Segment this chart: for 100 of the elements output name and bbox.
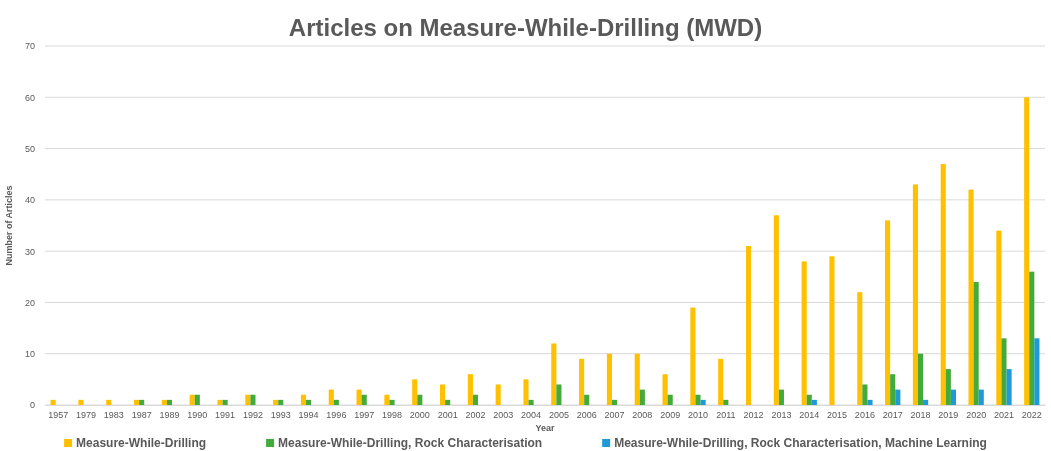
bar (139, 399, 145, 405)
bar (412, 379, 418, 405)
y-tick-label: 50 (24, 143, 35, 154)
x-tick-label: 2018 (910, 410, 931, 421)
legend-label: Measure-While-Drilling, Rock Characterisation, Machine Learning (614, 436, 987, 450)
bar (161, 399, 167, 405)
x-axis-title: Year (535, 423, 555, 433)
bar (300, 394, 307, 405)
bar (523, 379, 529, 405)
x-tick-label: 1957 (48, 410, 69, 421)
x-tick-label: 2005 (548, 410, 569, 421)
bar (945, 369, 951, 405)
x-tick-label: 2019 (938, 410, 959, 421)
x-tick-label: 2012 (743, 410, 764, 421)
bar (194, 394, 200, 405)
bar (1001, 338, 1007, 405)
x-tick-label: 2014 (799, 410, 820, 421)
bar (445, 399, 451, 405)
bar (1034, 338, 1040, 405)
bar (940, 163, 946, 405)
y-tick-label: 60 (24, 92, 35, 103)
x-tick-label: 1992 (242, 410, 263, 421)
x-tick-label: 1987 (131, 410, 152, 421)
x-tick-label: 2009 (660, 410, 681, 421)
bar (250, 394, 256, 405)
bar (1029, 271, 1035, 405)
bar (695, 394, 701, 405)
bar (528, 399, 534, 405)
bar (829, 256, 835, 405)
x-tick-label: 1998 (381, 410, 403, 421)
y-tick-label: 20 (24, 297, 35, 308)
bar (1024, 97, 1030, 405)
x-tick-label: 1983 (103, 410, 124, 421)
bar (166, 399, 173, 405)
x-tick-label: 2022 (1021, 410, 1042, 421)
bar (606, 353, 612, 405)
bar (472, 394, 479, 405)
bar (867, 399, 873, 405)
x-tick-label: 1989 (159, 410, 180, 421)
bar (700, 399, 706, 405)
bar (973, 281, 979, 405)
bar (273, 399, 279, 405)
x-tick-label: 2003 (493, 410, 514, 421)
bar (773, 215, 779, 405)
x-tick-label: 2007 (604, 410, 625, 421)
bar (811, 399, 817, 405)
y-tick-label: 70 (24, 41, 35, 52)
bar (667, 394, 673, 405)
x-tick-label: 2006 (576, 410, 597, 421)
bar (217, 399, 223, 405)
bar (579, 358, 585, 405)
x-tick-label: 2001 (437, 410, 458, 421)
bar (968, 189, 974, 405)
x-tick-label: 2002 (465, 410, 486, 421)
bar (912, 184, 918, 405)
bar (917, 353, 924, 405)
y-tick-label: 10 (24, 349, 35, 360)
bar (634, 353, 640, 405)
bar (106, 399, 112, 405)
legend-label: Measure-While-Drilling (76, 436, 207, 450)
bar (222, 399, 228, 405)
bar (361, 394, 367, 405)
bar (996, 230, 1002, 405)
bar (857, 292, 863, 405)
bar (778, 389, 784, 405)
x-tick-label: 1997 (354, 410, 375, 421)
bar (189, 394, 195, 405)
bar (417, 394, 423, 405)
bar (495, 384, 501, 405)
bar (806, 394, 812, 405)
y-tick-label: 30 (24, 246, 35, 257)
bar (639, 389, 645, 405)
y-tick-label: 0 (29, 400, 35, 411)
x-tick-label: 2011 (716, 410, 736, 421)
bar (134, 399, 140, 405)
bar (950, 389, 956, 405)
bar (556, 384, 562, 405)
x-tick-label: 2008 (632, 410, 653, 421)
bar (245, 394, 251, 405)
bar (584, 394, 590, 405)
chart-title: Articles on Measure-While-Drilling (MWD) (288, 14, 763, 41)
bar (885, 220, 891, 405)
bar (978, 389, 984, 405)
bar (801, 261, 807, 405)
bar (333, 399, 339, 405)
x-tick-label: 2004 (521, 410, 542, 421)
bar (328, 389, 334, 405)
y-axis-title: Number of Articles (4, 185, 14, 266)
x-tick-label: 2010 (687, 410, 709, 421)
legend-label: Measure-While-Drilling, Rock Characterisation (278, 436, 543, 450)
bar (745, 246, 752, 405)
bar (923, 399, 929, 405)
bar (356, 389, 362, 405)
x-tick-label: 1996 (326, 410, 347, 421)
x-tick-label: 2017 (882, 410, 903, 421)
bar (551, 343, 557, 405)
x-tick-label: 2016 (854, 410, 875, 421)
bar (662, 374, 668, 405)
x-tick-label: 2015 (827, 410, 848, 421)
bar (439, 384, 446, 405)
